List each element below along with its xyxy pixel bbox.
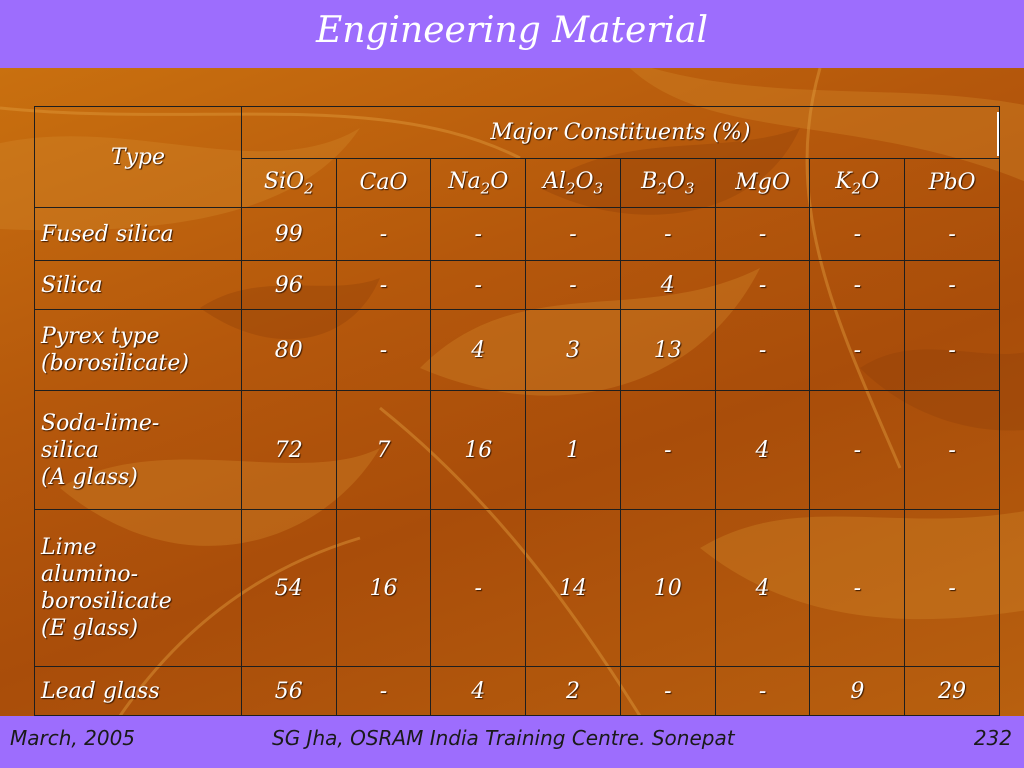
constituent-value-cell: 2	[525, 666, 621, 716]
table-row: Fused silica 99- - - - - - -	[34, 207, 1000, 261]
constituent-value-cell: -	[809, 260, 906, 310]
glass-type-line: Soda-lime-	[41, 410, 160, 436]
constituent-value-cell: 4	[714, 390, 811, 510]
constituent-value-cell: -	[335, 260, 432, 310]
component-header: MgO	[714, 157, 811, 208]
constituent-value-cell: 16	[430, 390, 527, 510]
table-body: Fused silica 99- - - - - - - Silica 96- - -4- - - Pyre…	[34, 207, 1000, 716]
table-row: Pyrex type (borosilicate) 80-4 3 13- - -	[34, 309, 1000, 391]
glass-type-line: (E glass)	[41, 616, 139, 641]
constituent-value-cell: -	[335, 207, 432, 261]
footer-author: SG Jha, OSRAM India Training Centre. Son…	[272, 726, 735, 750]
glass-type-line: silica	[41, 437, 99, 463]
glass-type-cell: Pyrex type (borosilicate)	[34, 309, 242, 391]
glass-type-line: Lime	[41, 535, 97, 560]
constituent-value-cell: -	[714, 260, 811, 310]
footer-bar: March, 2005 SG Jha, OSRAM India Training…	[0, 716, 1024, 768]
constituent-value-cell: -	[809, 309, 906, 391]
glass-type-cell: Lead glass	[34, 666, 242, 716]
component-header: B2O3	[619, 157, 716, 208]
constituent-value-cell: -	[714, 309, 811, 391]
slide-title: Engineering Material	[315, 10, 708, 51]
component-header-row: SiO2 CaO Na2O Al2O3 B2O3 MgO K2O PbO	[35, 157, 1000, 208]
constituent-value-cell: -	[619, 390, 716, 510]
component-header: CaO	[335, 157, 432, 208]
title-bar: Engineering Material	[0, 0, 1024, 68]
constituent-value-cell: -	[904, 390, 1000, 510]
glass-type-line: (borosilicate)	[41, 351, 189, 376]
glass-type-line: Pyrex type	[41, 324, 160, 349]
constituent-value-cell: -	[525, 207, 621, 261]
page-number: 232	[973, 726, 1012, 750]
glass-type-line: alumino-	[41, 562, 139, 587]
constituent-value-cell: 80	[240, 309, 337, 391]
constituent-value-cell: 9	[809, 666, 906, 716]
constituent-value-cell: 54	[240, 509, 337, 667]
constituent-value-cell: -	[714, 666, 811, 716]
table-row: Lime alumino-borosilicate (E glass) 54 16-14…	[34, 509, 1000, 667]
constituent-value-cell: 7	[335, 390, 432, 510]
component-header: Al2O3	[525, 157, 621, 208]
constituent-value-cell: -	[904, 207, 1000, 261]
constituent-value-cell: -	[430, 207, 527, 261]
constituent-value-cell: 13	[619, 309, 716, 391]
major-constituents-header: Major Constituents (%)	[240, 106, 1001, 159]
constituent-value-cell: -	[619, 666, 716, 716]
constituent-value-cell: 4	[714, 509, 811, 667]
constituent-value-cell: 4	[430, 666, 527, 716]
constituent-value-cell: -	[335, 309, 432, 391]
constituent-value-cell: 72	[240, 390, 337, 510]
glass-type-line: (A glass)	[41, 464, 138, 490]
type-column-header: Type	[34, 106, 242, 208]
table-row: Lead glass 56-4 2- -9 29	[34, 666, 1000, 716]
glass-type-cell: Soda-lime-silica (A glass)	[34, 390, 242, 510]
glass-composition-table: Type Major Constituents (%) SiO2 CaO Na2O A…	[34, 106, 1001, 716]
constituent-value-cell: -	[809, 207, 906, 261]
component-header: Na2O	[430, 157, 527, 208]
constituent-value-cell: -	[525, 260, 621, 310]
constituent-value-cell: 56	[240, 666, 337, 716]
component-header: PbO	[904, 157, 1000, 208]
constituent-value-cell: -	[904, 309, 1000, 391]
glass-type-line: borosilicate	[41, 589, 172, 614]
glass-type-cell: Fused silica	[34, 207, 242, 261]
constituent-value-cell: 29	[904, 666, 1000, 716]
constituent-value-cell: -	[430, 509, 527, 667]
component-header: K2O	[809, 157, 906, 208]
constituent-value-cell: 99	[240, 207, 337, 261]
constituent-value-cell: -	[809, 390, 906, 510]
footer-date: March, 2005	[10, 726, 136, 750]
constituent-value-cell: 4	[619, 260, 716, 310]
glass-type-cell: Lime alumino-borosilicate (E glass)	[34, 509, 242, 667]
table-row: Silica 96- - -4- - -	[34, 260, 1000, 310]
table-row: Soda-lime-silica (A glass) 72 7 16 1-4- -	[34, 390, 1000, 510]
constituent-value-cell: -	[335, 666, 432, 716]
constituent-value-cell: 14	[525, 509, 621, 667]
constituent-value-cell: 3	[525, 309, 621, 391]
constituent-value-cell: -	[430, 260, 527, 310]
constituent-value-cell: 4	[430, 309, 527, 391]
component-header: SiO2	[240, 157, 337, 208]
constituent-value-cell: 96	[240, 260, 337, 310]
constituent-value-cell: -	[809, 509, 906, 667]
constituent-value-cell: 1	[525, 390, 621, 510]
constituent-value-cell: -	[714, 207, 811, 261]
constituent-value-cell: 10	[619, 509, 716, 667]
constituent-value-cell: -	[619, 207, 716, 261]
constituent-value-cell: 16	[335, 509, 432, 667]
constituent-value-cell: -	[904, 260, 1000, 310]
glass-type-cell: Silica	[34, 260, 242, 310]
constituent-value-cell: -	[904, 509, 1000, 667]
